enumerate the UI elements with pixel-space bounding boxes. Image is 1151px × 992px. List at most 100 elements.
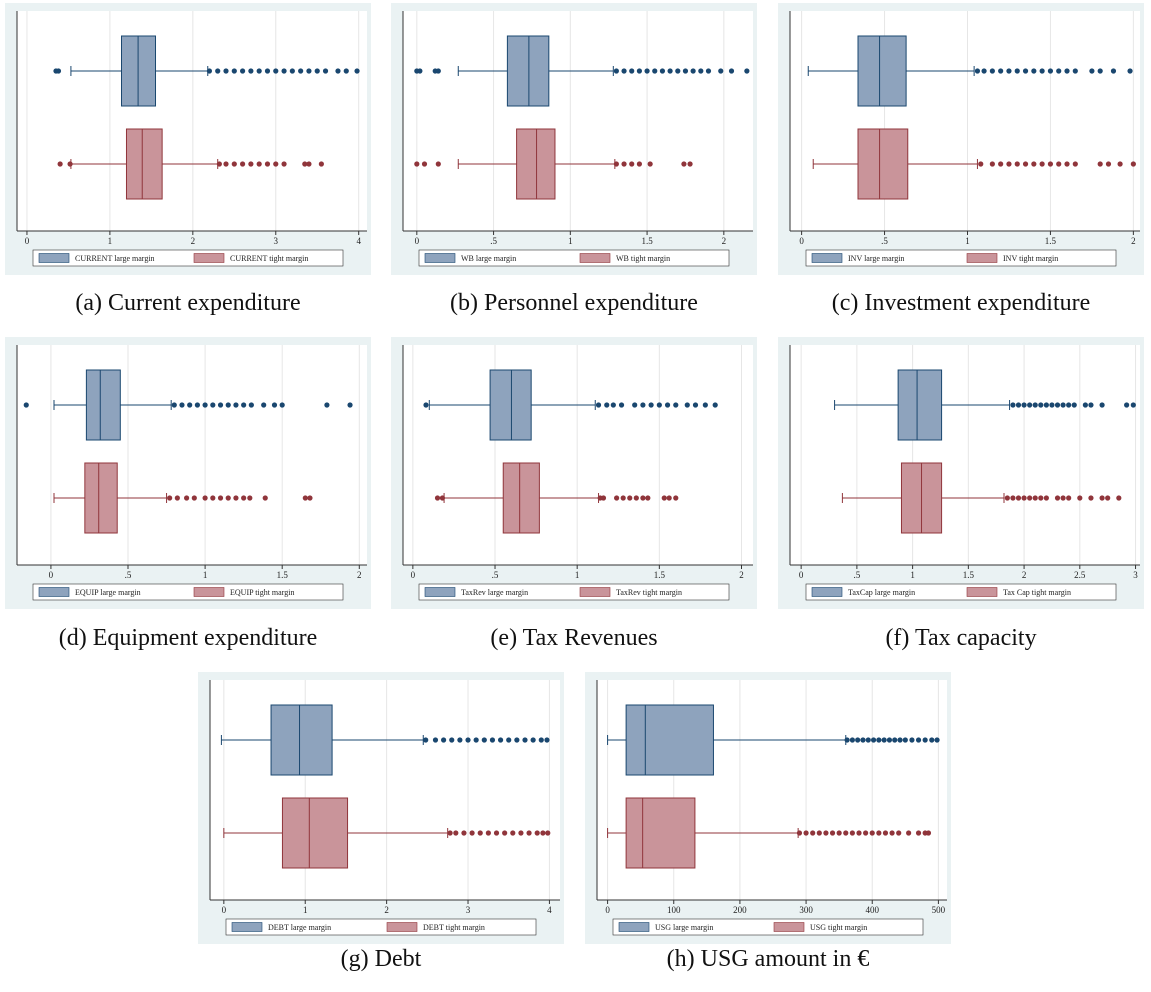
x-tick-label: 0 (799, 570, 804, 580)
box (516, 128, 556, 200)
outlier (1105, 495, 1111, 501)
box (625, 704, 714, 776)
outlier (514, 737, 520, 743)
panel: 0 .5 1 1.5 2 EQUIP large margin EQUIP tight ma… (5, 337, 371, 609)
outlier (210, 495, 216, 501)
outlier (909, 737, 915, 743)
outlier (461, 830, 467, 836)
outlier (1116, 495, 1122, 501)
outlier (1038, 495, 1044, 501)
outlier (322, 68, 329, 74)
outlier (1014, 161, 1020, 167)
outlier (540, 830, 546, 836)
box (857, 128, 909, 200)
x-tick-label: 3 (1133, 570, 1138, 580)
box (625, 797, 696, 869)
outlier (298, 68, 304, 74)
outlier (1072, 161, 1078, 167)
plot-area (403, 345, 753, 565)
outlier (223, 161, 229, 167)
x-tick-label: 2.5 (1074, 570, 1086, 580)
panel: 0 .5 1 1.5 2 INV large margin INV tight margin (778, 3, 1144, 275)
outlier (1060, 495, 1066, 501)
outlier (530, 737, 536, 743)
outlier (1004, 495, 1010, 501)
x-tick-label: 200 (733, 905, 747, 915)
outlier (248, 402, 254, 408)
outlier (489, 737, 496, 743)
outlier (796, 830, 803, 836)
outlier (1032, 402, 1038, 408)
outlier (256, 68, 262, 74)
outlier (718, 68, 724, 74)
outlier (881, 737, 887, 743)
panel: 0 1 2 3 4 CURRENT large margin CURRENT tight m… (5, 3, 371, 275)
box (85, 369, 121, 441)
outlier (231, 68, 237, 74)
box (84, 462, 118, 534)
outlier (1066, 495, 1072, 501)
outlier (843, 830, 849, 836)
outlier (640, 495, 646, 501)
outlier (518, 830, 524, 836)
x-tick-label: 2 (1131, 236, 1136, 246)
outlier (648, 402, 654, 408)
outlier (174, 495, 180, 501)
box (270, 704, 333, 776)
outlier (1127, 68, 1133, 74)
box (125, 128, 163, 200)
outlier (314, 68, 320, 74)
outlier (1105, 161, 1112, 167)
x-tick-label: .5 (490, 236, 497, 246)
x-tick-label: 1 (965, 236, 970, 246)
outlier (453, 830, 459, 836)
outlier (1071, 402, 1077, 408)
legend (32, 249, 344, 267)
outlier (477, 830, 483, 836)
outlier (1006, 68, 1012, 74)
outlier (1064, 68, 1070, 74)
legend-label: DEBT large margin (268, 923, 331, 932)
x-tick-label: 1 (203, 570, 208, 580)
outlier (506, 737, 512, 743)
x-tick-label: .5 (854, 570, 861, 580)
outlier (865, 737, 871, 743)
outlier (1010, 495, 1016, 501)
outlier (978, 161, 984, 167)
outlier (239, 161, 246, 167)
legend-swatch (773, 922, 805, 932)
outlier (889, 830, 895, 836)
legend (32, 583, 344, 601)
outlier (849, 737, 855, 743)
outlier (417, 68, 423, 74)
plot-area (403, 11, 753, 231)
outlier (538, 737, 544, 743)
outlier (989, 161, 995, 167)
outlier (421, 161, 428, 167)
x-tick-label: 0 (411, 570, 416, 580)
outlier (241, 495, 247, 501)
outlier (1021, 402, 1027, 408)
outlier (233, 402, 239, 408)
outlier (640, 402, 646, 408)
x-tick-label: 100 (667, 905, 681, 915)
outlier (876, 737, 882, 743)
outlier (233, 495, 239, 501)
outlier (1038, 402, 1044, 408)
outlier (974, 68, 981, 74)
outlier (1088, 495, 1094, 501)
outlier (863, 830, 869, 836)
x-tick-label: .5 (492, 570, 499, 580)
outlier (829, 830, 836, 836)
legend-label: DEBT tight margin (423, 923, 485, 932)
legend (612, 918, 924, 936)
outlier (545, 830, 551, 836)
x-tick-label: 2 (739, 570, 744, 580)
outlier (692, 402, 699, 408)
outlier (215, 68, 221, 74)
outlier (922, 737, 928, 743)
outlier (712, 402, 718, 408)
outlier (1064, 161, 1070, 167)
legend-label: WB tight margin (616, 254, 670, 263)
outlier (202, 402, 208, 408)
